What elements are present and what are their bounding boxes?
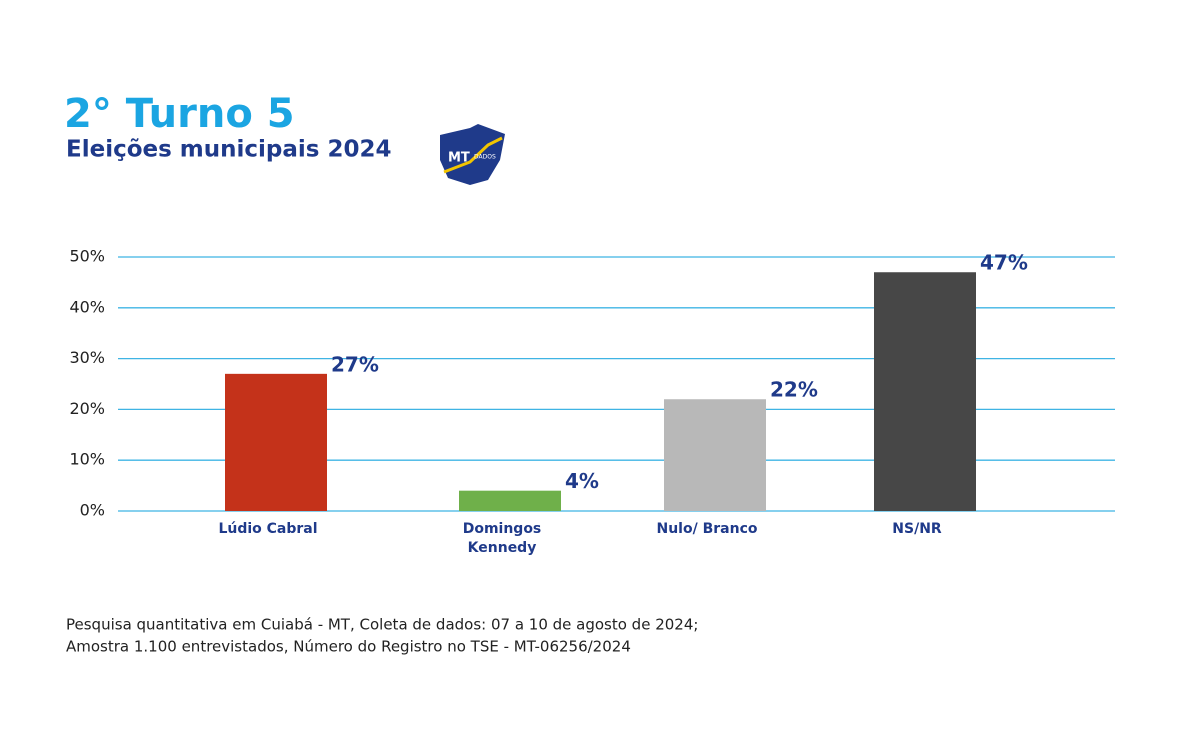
value-label: 22%	[770, 378, 818, 402]
x-tick-label: Nulo/ Branco	[656, 521, 758, 537]
logo: MT DADOS	[440, 124, 505, 185]
x-tick-label: NS/NR	[892, 521, 942, 537]
chart-title: 2° Turno 5	[64, 91, 295, 137]
x-tick-label: Lúdio Cabral	[218, 521, 318, 537]
value-label: 4%	[565, 469, 599, 493]
bar	[874, 272, 976, 511]
y-tick-label: 10%	[69, 450, 105, 469]
bar	[664, 399, 766, 511]
y-tick-label: 40%	[69, 297, 105, 316]
y-tick-label: 30%	[69, 348, 105, 367]
footnote: Pesquisa quantitativa em Cuiabá - MT, Co…	[66, 616, 698, 634]
bar	[459, 490, 561, 511]
bar	[225, 373, 327, 511]
y-tick-label: 20%	[69, 399, 105, 418]
logo-text: MT	[448, 151, 470, 166]
chart-subtitle: Eleições municipais 2024	[66, 137, 392, 163]
logo-subtext: DADOS	[474, 154, 496, 161]
y-tick-label: 0%	[80, 501, 105, 520]
x-tick-label: Domingos Kennedy	[462, 521, 542, 556]
value-label: 47%	[980, 251, 1028, 275]
y-tick-label: 50%	[69, 247, 105, 266]
value-label: 27%	[331, 352, 379, 376]
footnote: Amostra 1.100 entrevistados, Número do R…	[66, 638, 631, 656]
